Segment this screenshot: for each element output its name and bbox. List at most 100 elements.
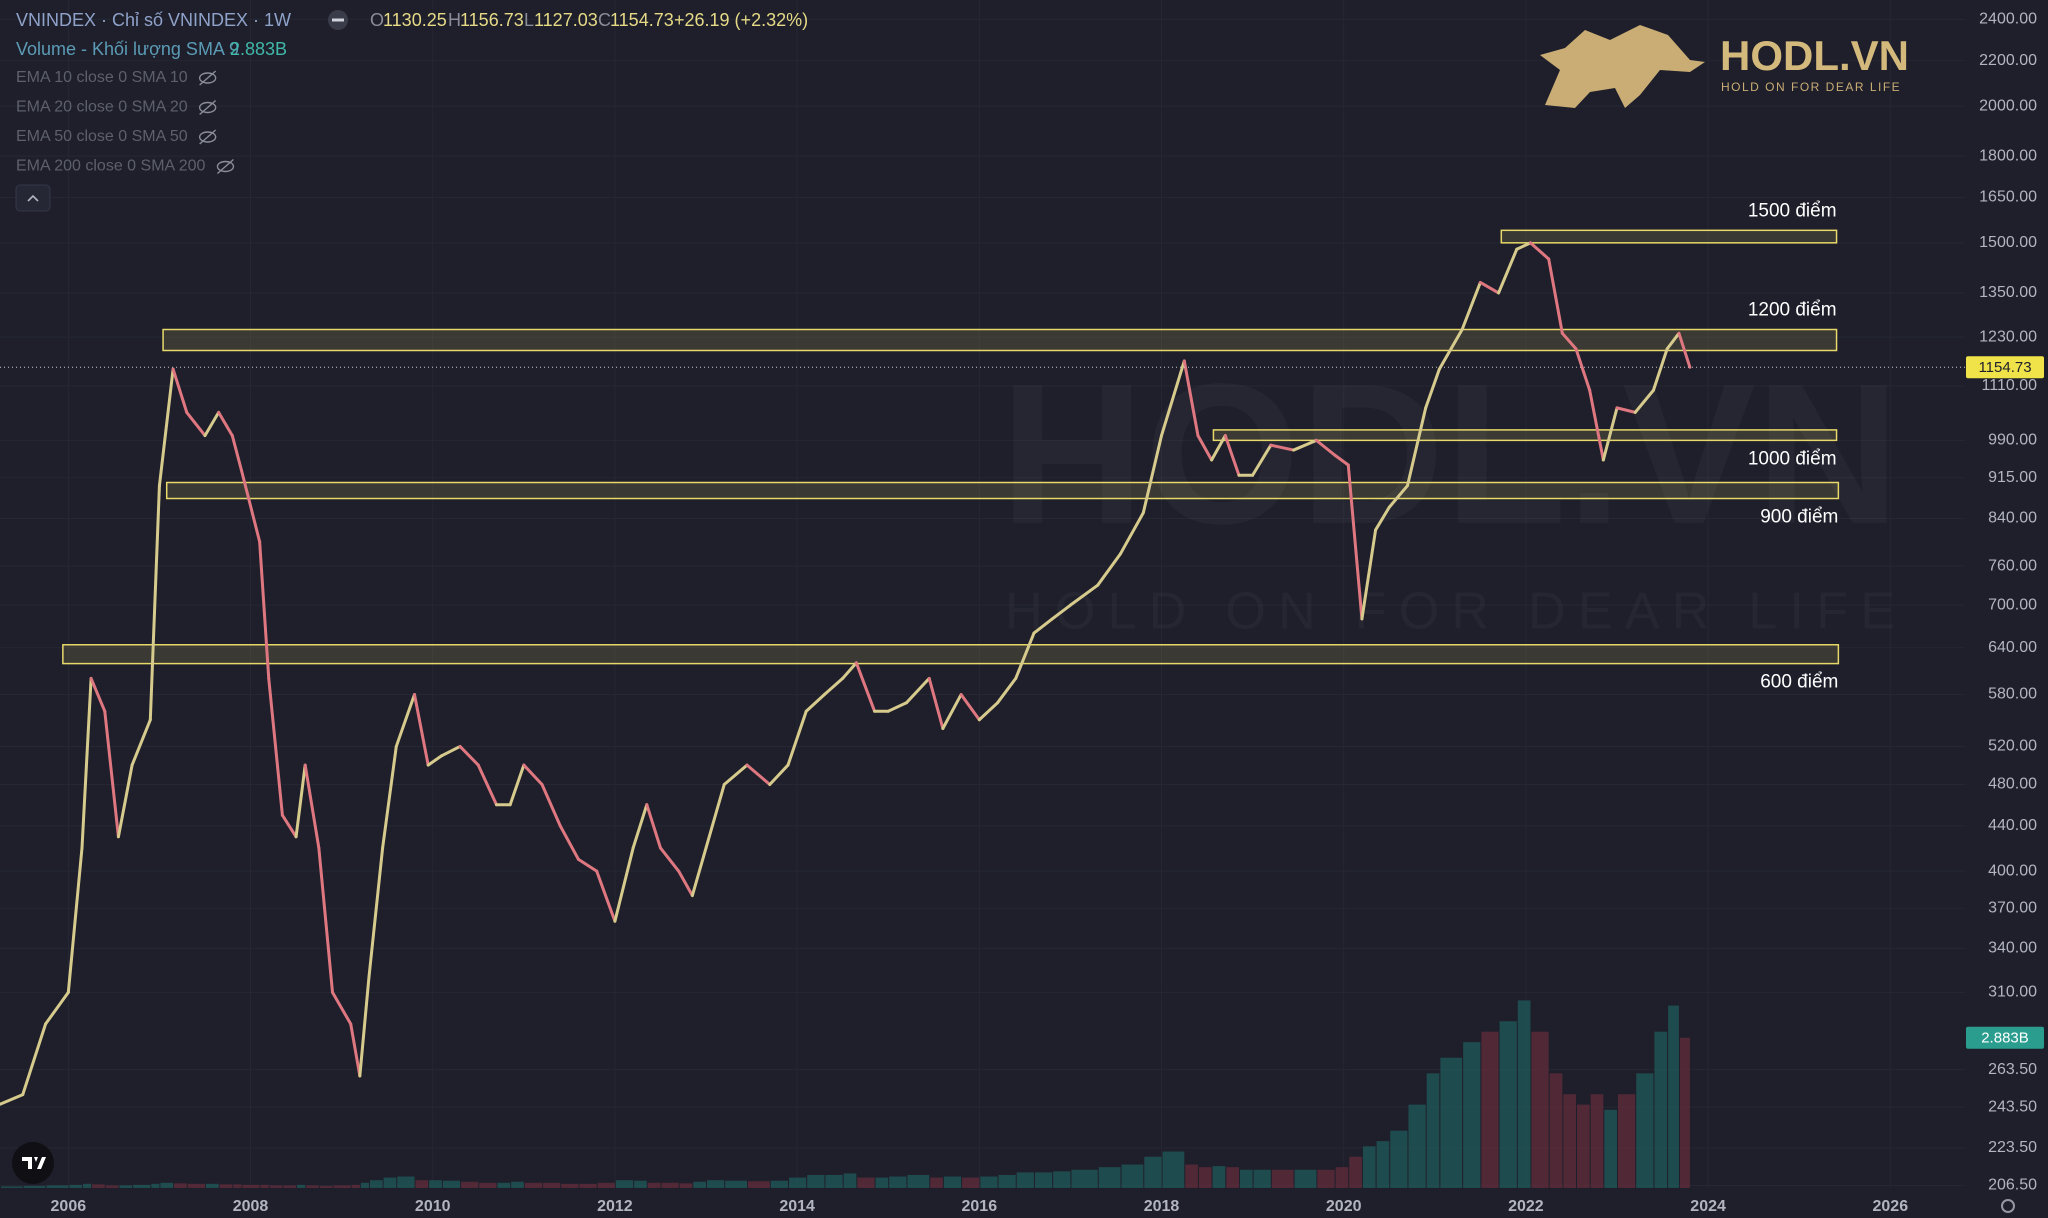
indicator-name: EMA 50 close 0 SMA 50 (16, 128, 188, 145)
hidden-eye-slash (199, 129, 217, 145)
price-segment (1014, 631, 1036, 680)
volume-bar (1053, 1171, 1071, 1188)
volume-bar (1185, 1164, 1198, 1188)
volume-bar (1271, 1169, 1294, 1188)
price-segment (1560, 331, 1578, 351)
price-segment (89, 676, 107, 713)
y-tick-label: 310.00 (1988, 984, 2037, 1001)
volume-bar (1376, 1141, 1390, 1188)
price-segment (44, 990, 70, 1026)
price-segment (349, 1022, 362, 1078)
volume-bar (497, 1182, 511, 1188)
ohlc-key: L (524, 10, 534, 30)
volume-bar (1590, 1094, 1604, 1188)
zone-label: 600 điểm (1760, 672, 1838, 693)
price-segment (558, 824, 580, 861)
price-segment (1515, 241, 1532, 251)
volume-bar (1016, 1172, 1034, 1188)
volume-bar (369, 1180, 383, 1188)
volume-bar (647, 1182, 661, 1188)
volume-bar (789, 1177, 807, 1188)
y-tick-label: 580.00 (1988, 686, 2037, 703)
volume-bar (1294, 1169, 1317, 1188)
volume-bar (461, 1181, 479, 1188)
volume-bar (1121, 1164, 1144, 1188)
collapse-button[interactable] (15, 184, 51, 212)
zone-label: 1200 điểm (1748, 300, 1837, 321)
volume-bar (1531, 1031, 1549, 1188)
price-segment (157, 367, 175, 488)
zones: 1500 điểm 1200 điểm 1000 điểm 900 điểm 600 đ… (62, 200, 1840, 693)
volume-legend-name: Volume - Khối lượng SMA 9 (16, 39, 239, 59)
price-segment (822, 676, 845, 697)
collapse-arrow (27, 194, 39, 202)
y-tick-label: 1650.00 (1979, 189, 2037, 206)
logo: HODL.VN HOLD ON FOR DEAR LIFE (1540, 25, 1909, 108)
volume-bar (843, 1173, 857, 1188)
x-tick-label: 2006 (51, 1198, 87, 1215)
collapse-icon-bar (332, 18, 344, 22)
volume-bar (857, 1177, 875, 1188)
settings-gear[interactable] (2001, 1199, 2015, 1213)
price-segment (704, 782, 726, 850)
zone-label: 1500 điểm (1748, 200, 1837, 221)
price-segment (722, 763, 749, 786)
x-tick-label: 2010 (415, 1198, 451, 1215)
volume-bar (1198, 1167, 1212, 1188)
volume-bar (69, 1184, 82, 1188)
price-segment (1615, 406, 1637, 414)
volume-bar (429, 1180, 442, 1188)
price-segment (886, 701, 908, 713)
symbol-title: VNINDEX · Chỉ số VNINDEX · 1W (16, 10, 291, 30)
volume-bar (524, 1182, 543, 1188)
price-segment (1547, 257, 1564, 335)
price-segment (21, 1022, 48, 1097)
volume-bar (1071, 1169, 1098, 1188)
price-segment (458, 744, 480, 767)
price-segment (927, 676, 945, 730)
volume-bar (998, 1174, 1016, 1188)
volume-bar (889, 1176, 907, 1188)
volume-bar (260, 1184, 269, 1188)
y-tick-label: 2400.00 (1979, 11, 2037, 28)
price-segment (258, 540, 271, 680)
hidden-eye-icon (198, 101, 217, 114)
price-segment (217, 410, 234, 438)
price-segment (1633, 388, 1655, 414)
price-segment (185, 410, 207, 438)
price-segment (1478, 280, 1501, 295)
price-segment (116, 763, 134, 839)
volume-bar (82, 1183, 92, 1188)
y-tick-label: 263.50 (1988, 1061, 2037, 1078)
settings-icon[interactable] (2001, 1199, 2015, 1213)
price-segment (959, 693, 981, 722)
price-segment (280, 813, 298, 839)
price-segment (677, 869, 694, 898)
change: +26.19 (+2.32%) (674, 10, 808, 30)
indicator-name: EMA 200 close 0 SMA 200 (16, 158, 206, 175)
y-tick-label: 340.00 (1988, 940, 2037, 957)
volume-bar (479, 1182, 497, 1188)
hidden-eye-icon (198, 72, 217, 84)
y-tick-label: 1800.00 (1979, 147, 2037, 164)
price-segment (130, 718, 152, 767)
price-segment (1374, 505, 1391, 532)
axes: 2400.00 2200.00 2000.00 1800.00 1650.00 1500.… (0, 11, 2044, 1215)
price-segment (1601, 406, 1619, 462)
price-segment (1333, 453, 1350, 467)
tv-logo-glyph (22, 1157, 46, 1169)
volume-bar (397, 1176, 415, 1188)
volume-bar (119, 1185, 133, 1188)
support-resistance-zone (162, 328, 1838, 352)
price-segment (358, 975, 371, 1078)
price-segment (1292, 438, 1318, 452)
y-tick-label: 760.00 (1988, 557, 2037, 574)
price-segment (1424, 367, 1441, 410)
volume-tag-label: 2.883B (1981, 1030, 2029, 1047)
price-segment (613, 846, 635, 923)
price-segment (522, 763, 544, 786)
volume-bar (174, 1183, 187, 1188)
price-segment (645, 803, 662, 850)
price-segment (576, 857, 599, 873)
logo-tagline: HOLD ON FOR DEAR LIFE (1721, 80, 1901, 94)
